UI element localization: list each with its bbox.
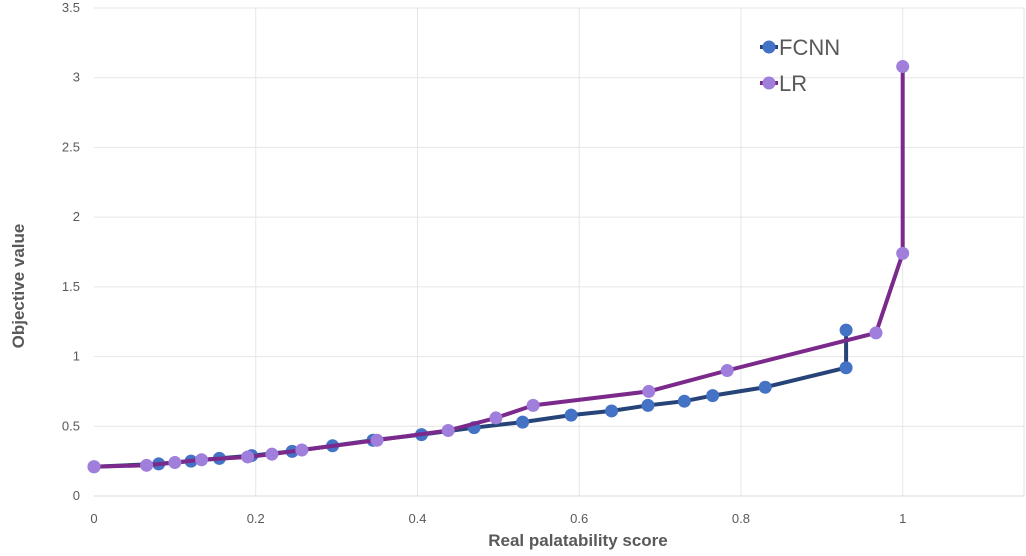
y-tick-label: 0.5 xyxy=(62,418,80,433)
data-point xyxy=(677,394,691,408)
y-tick-label: 3 xyxy=(73,70,80,85)
data-point xyxy=(605,404,619,418)
data-point xyxy=(516,415,530,429)
data-point xyxy=(441,423,455,437)
data-point xyxy=(564,408,578,422)
y-tick-label: 2 xyxy=(73,209,80,224)
y-axis-ticks: 0 0.5 1 1.5 2 2.5 3 3.5 xyxy=(62,0,80,503)
legend-label: FCNN xyxy=(779,35,840,60)
data-point xyxy=(641,398,655,412)
data-point xyxy=(87,460,101,474)
y-tick-label: 1.5 xyxy=(62,279,80,294)
x-tick-label: 0.2 xyxy=(247,511,265,526)
data-point xyxy=(839,361,853,375)
series-line xyxy=(92,64,905,469)
series-fcnn xyxy=(87,323,853,474)
x-tick-label: 0 xyxy=(90,511,97,526)
series-group xyxy=(87,60,910,474)
gridlines xyxy=(94,7,1025,496)
x-tick-label: 0.8 xyxy=(732,511,750,526)
legend-item: LR xyxy=(760,71,807,96)
data-point xyxy=(140,458,154,472)
data-point xyxy=(526,398,540,412)
y-tick-label: 3.5 xyxy=(62,0,80,15)
legend-label: LR xyxy=(779,71,807,96)
legend-item: FCNN xyxy=(760,35,840,60)
data-point xyxy=(370,433,384,447)
x-tick-label: 1 xyxy=(899,511,906,526)
legend: FCNN LR xyxy=(760,35,840,96)
x-axis-title: Real palatability score xyxy=(488,531,668,550)
data-point xyxy=(265,447,279,461)
data-point xyxy=(839,323,853,337)
legend-marker xyxy=(762,40,776,54)
data-point xyxy=(706,389,720,403)
y-axis-title: Objective value xyxy=(9,224,28,349)
x-tick-label: 0.4 xyxy=(408,511,426,526)
data-point xyxy=(720,364,734,378)
data-point xyxy=(489,411,503,425)
y-tick-label: 2.5 xyxy=(62,139,80,154)
series-line xyxy=(92,328,849,469)
data-point xyxy=(758,380,772,394)
x-axis-ticks: 0 0.2 0.4 0.6 0.8 1 xyxy=(90,511,906,526)
y-tick-label: 1 xyxy=(73,349,80,364)
legend-marker xyxy=(762,76,776,90)
data-point xyxy=(168,456,182,470)
data-point xyxy=(642,384,656,398)
data-point xyxy=(195,453,209,467)
x-tick-label: 0.6 xyxy=(570,511,588,526)
data-point xyxy=(241,450,255,464)
data-point xyxy=(896,60,910,74)
series-lr xyxy=(87,60,910,474)
data-point xyxy=(869,326,883,340)
y-tick-label: 0 xyxy=(73,488,80,503)
data-point xyxy=(295,443,309,457)
data-point xyxy=(896,246,910,260)
